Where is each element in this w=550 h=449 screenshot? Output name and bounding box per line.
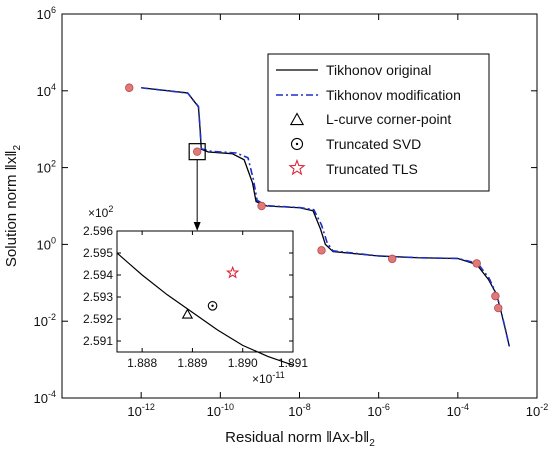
inset-y-tick-label: 2.592	[83, 312, 113, 326]
legend-star-symbol	[288, 158, 306, 176]
sample-point	[472, 259, 481, 268]
y-axis-label-subscript: 2	[12, 144, 23, 150]
series-line-tikhonov-modification	[141, 86, 511, 347]
x-tick-label: 10-12	[127, 402, 154, 419]
legend-label-l-curve-corner: L-curve corner-point	[326, 111, 451, 127]
x-axis-label-subscript: 2	[369, 438, 375, 449]
inset-x-tick-label: 1.888	[127, 356, 157, 370]
inset-x-tick-label: 1.890	[228, 356, 258, 370]
inset-x-tick-label: 1.891	[278, 356, 308, 370]
legend-triangle-symbol	[289, 112, 305, 126]
x-ticks: 10-12 10-10 10-8 10-6 10-4 10-2	[127, 14, 548, 419]
inset-marker-truncated-svd-dot	[211, 304, 214, 307]
inset-x-tick-label: 1.889	[177, 356, 207, 370]
y-tick-label: 10-2	[34, 312, 56, 329]
inset-marker-truncated-svd	[207, 300, 218, 311]
legend-symbol-star	[288, 158, 306, 176]
inset-y-tick-label: 2.593	[83, 290, 113, 304]
inset-series-line	[116, 252, 294, 366]
x-tick-label: 10-8	[288, 402, 310, 419]
sample-point	[125, 83, 134, 92]
inset-marker-l-curve-corner	[181, 308, 194, 319]
inset-frame	[116, 230, 294, 353]
y-ticks: 10-4 10-2 100 102 104 106	[34, 5, 537, 406]
legend-circle-symbol-dot	[295, 142, 299, 146]
y-tick-label: 104	[37, 82, 56, 99]
inset-y-multiplier: ×102	[88, 204, 113, 220]
legend-symbol-circle	[290, 137, 304, 151]
legend: Tikhonov original Tikhonov modification …	[267, 53, 490, 192]
sample-point	[494, 303, 503, 313]
legend-box	[267, 53, 490, 192]
sample-point	[317, 246, 326, 255]
y-axis-label: Solution norm ‖x‖2	[3, 144, 23, 267]
y-tick-label: 106	[37, 5, 56, 22]
legend-label-truncated-svd: Truncated SVD	[326, 136, 421, 152]
legend-symbol-triangle	[289, 112, 305, 126]
sample-point	[192, 147, 202, 156]
legend-label-tikhonov-modification: Tikhonov modification	[326, 87, 461, 103]
data-lines	[141, 86, 511, 347]
legend-label-tikhonov-original: Tikhonov original	[326, 62, 431, 78]
y-tick-label: 10-4	[34, 389, 56, 406]
legend-label-truncated-tls: Truncated TLS	[326, 161, 418, 177]
inset-lines	[116, 252, 294, 366]
x-tick-label: 10-6	[367, 402, 389, 419]
inset-plot: 1.888 1.889 1.890 1.891 2.5912.5922.5932.59…	[83, 204, 308, 386]
inset-markers	[181, 265, 240, 319]
legend-circle-symbol	[290, 137, 304, 151]
callout-arrowhead	[193, 222, 201, 231]
inset-y-tick-label: 2.595	[83, 246, 113, 260]
inset-y-tick-label: 2.591	[83, 334, 113, 348]
x-tick-label: 10-4	[447, 402, 469, 419]
y-tick-label: 102	[37, 159, 56, 176]
inset-marker-truncated-tls	[225, 265, 240, 279]
sample-point	[388, 254, 397, 264]
inset-y-tick-label: 2.596	[83, 224, 113, 238]
inset-x-multiplier: ×10-11	[252, 370, 285, 386]
inset-x-ticks: 1.888 1.889 1.890 1.891	[127, 231, 308, 370]
inset-y-tick-label: 2.594	[83, 268, 113, 282]
sample-point	[257, 201, 266, 211]
x-axis-label: Residual norm ‖Ax-b‖2	[225, 429, 375, 449]
sample-points	[125, 83, 503, 313]
y-tick-label: 100	[37, 235, 56, 252]
x-tick-label: 10-2	[526, 402, 548, 419]
inset-y-ticks: 2.591 2.592 2.593 2.594 2.595 2.596	[83, 224, 293, 348]
sample-point	[491, 291, 500, 301]
x-tick-label: 10-10	[207, 402, 234, 419]
